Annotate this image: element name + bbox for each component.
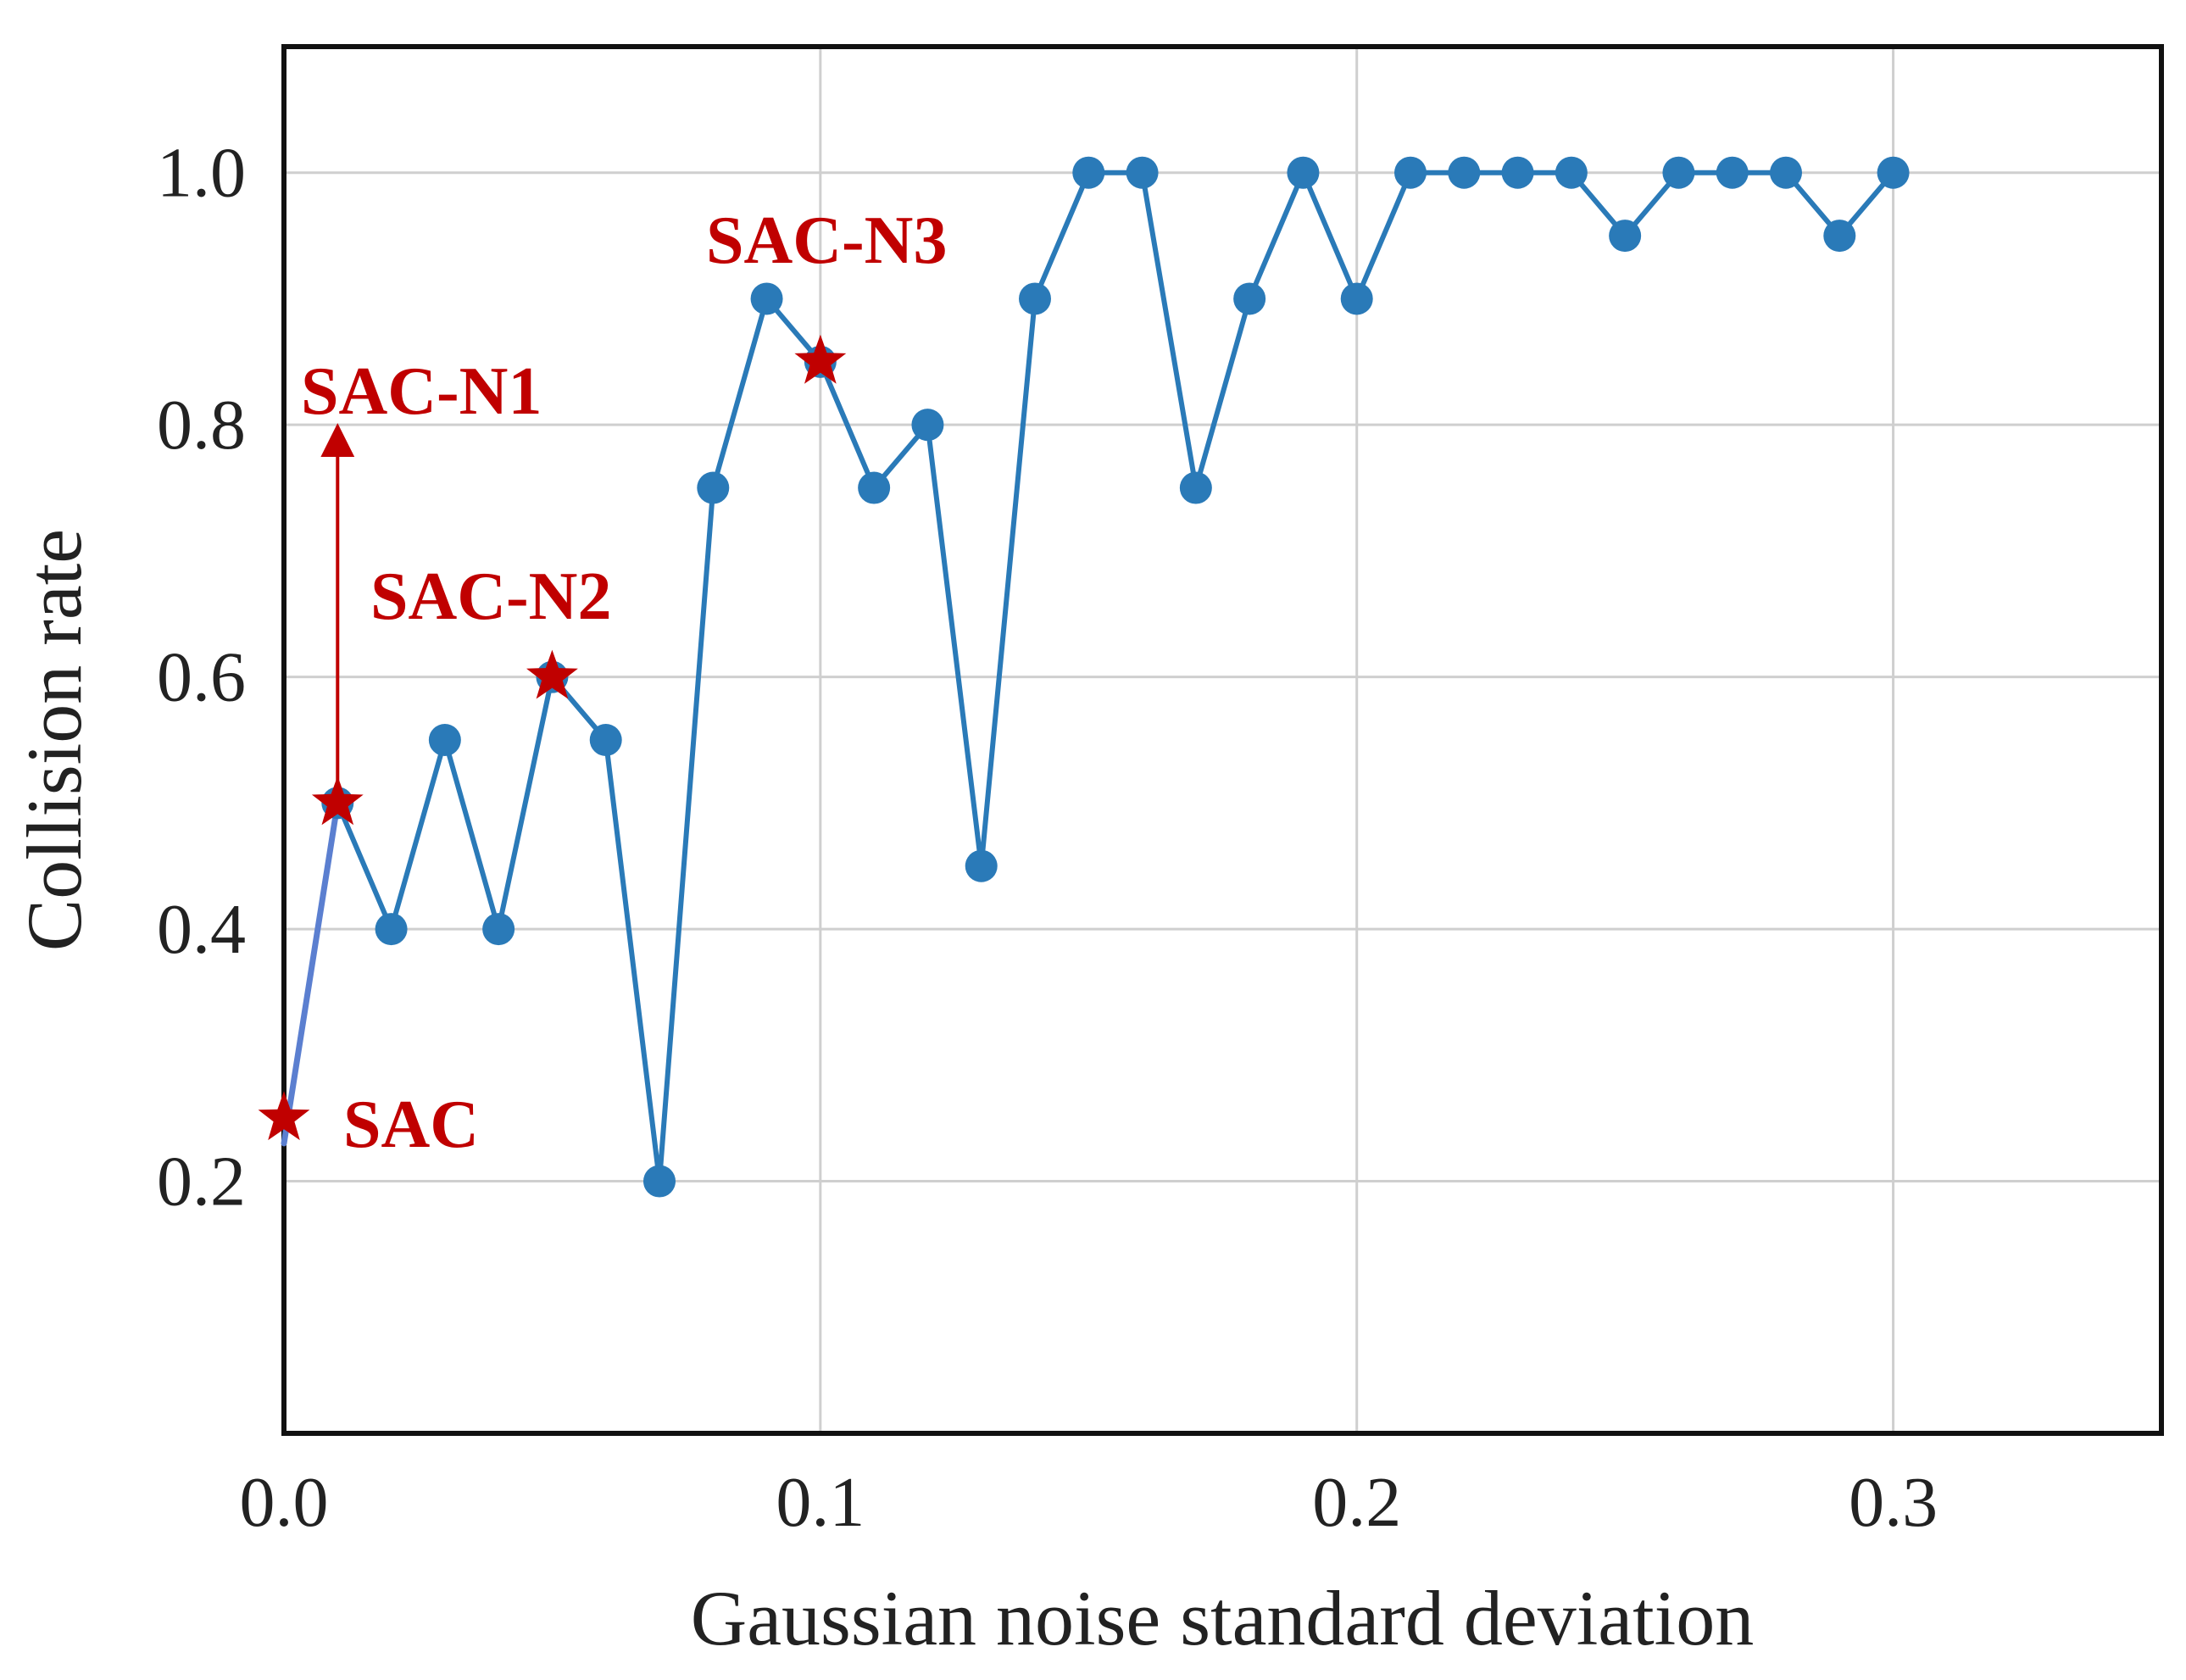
annotation-star-marker: [794, 334, 847, 384]
data-point: [1716, 156, 1749, 189]
data-point: [1823, 220, 1856, 253]
data-point: [428, 724, 461, 756]
data-point: [1555, 156, 1588, 189]
data-point: [1019, 282, 1051, 315]
annotation-star-marker: [311, 776, 364, 826]
data-point: [858, 471, 891, 504]
annotation-label: SAC-N1: [301, 354, 542, 429]
data-point: [375, 913, 408, 946]
data-point: [750, 282, 783, 315]
y-tick-label: 1.0: [157, 134, 246, 213]
data-point: [1072, 156, 1105, 189]
data-point: [1662, 156, 1695, 189]
data-point: [1233, 282, 1266, 315]
y-tick-label: 0.8: [157, 386, 246, 465]
x-tick-label: 0.3: [1849, 1463, 1938, 1542]
annotation-star-marker: [258, 1091, 310, 1141]
data-point: [911, 409, 944, 442]
data-point: [1340, 282, 1373, 315]
data-point: [1501, 156, 1534, 189]
data-point: [1877, 156, 1910, 189]
data-point: [589, 724, 622, 756]
x-tick-label: 0.2: [1312, 1463, 1401, 1542]
annotation-layer: SAC SAC-N1 SAC-N2 SAC-N3: [258, 203, 947, 1162]
baseline-segment: [281, 799, 341, 1147]
x-tick-label: 0.0: [240, 1463, 329, 1542]
data-point: [1179, 471, 1212, 504]
y-axis-title: Collision rate: [11, 529, 97, 951]
data-point: [1394, 156, 1427, 189]
y-tick-label: 0.6: [157, 638, 246, 717]
annotation-star-marker: [526, 649, 578, 699]
tick-labels: 0.0 0.1 0.2 0.3 0.2 0.4 0.6 0.8 1.0: [157, 134, 1938, 1542]
grid: [282, 47, 2161, 1433]
data-point: [965, 849, 998, 882]
y-tick-label: 0.4: [157, 890, 246, 969]
data-point: [1448, 156, 1481, 189]
data-point: [1770, 156, 1802, 189]
annotation-label: SAC-N3: [706, 203, 947, 278]
annotation-label: SAC: [343, 1088, 479, 1162]
data-point: [1287, 156, 1320, 189]
data-point: [482, 913, 515, 946]
data-point: [697, 471, 730, 504]
data-point: [1609, 220, 1642, 253]
x-axis-title: Gaussian noise standard deviation: [691, 1575, 1755, 1661]
y-tick-label: 0.2: [157, 1143, 246, 1221]
plot-frame: [281, 44, 2164, 1436]
annotation-label: SAC-N2: [370, 559, 611, 634]
data-point: [1126, 156, 1159, 189]
data-point: [643, 1165, 676, 1198]
x-tick-label: 0.1: [776, 1463, 865, 1542]
